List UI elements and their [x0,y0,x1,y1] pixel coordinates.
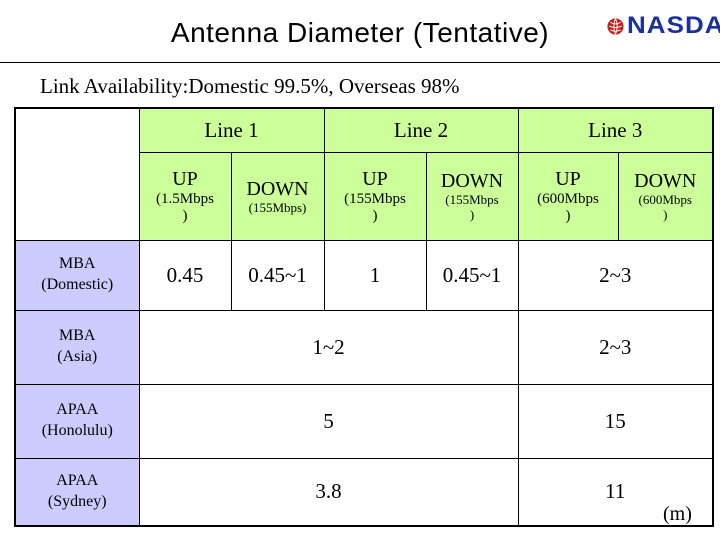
line1-header: Line 1 [138,107,325,153]
line3-down-header: DOWN (600Mbps ) [617,151,714,241]
station-location: (Sydney) [47,492,107,510]
line3-header: Line 3 [517,107,714,153]
cell-honolulu-line3: 15 [517,383,714,459]
title-divider [0,62,720,63]
direction-label: UP [172,167,198,190]
row-label-apaa-sydney: APAA (Sydney) [14,457,140,527]
line1-up-header: UP (1.5Mbps ) [138,151,232,241]
corner-cell [14,107,140,241]
link-availability-text: Link Availability:Domestic 99.5%, Overse… [40,74,460,98]
rate-label-close: ) [663,207,668,222]
cell-honolulu-line12: 5 [138,383,519,459]
line2-header: Line 2 [323,107,519,153]
rate-label: (155Mbps) [248,199,307,215]
row-label-mba-asia: MBA (Asia) [14,309,140,385]
cell-domestic-line2-down: 0.45~1 [425,239,519,311]
rate-label: (155Mbps [344,190,406,207]
cell-sydney-line3: 11 [517,457,714,527]
direction-label: DOWN [440,170,504,193]
direction-label: DOWN [246,177,309,200]
rate-label: (600Mbps [638,192,692,208]
line1-down-header: DOWN (155Mbps) [230,151,325,241]
line-header-row: Line 1 Line 2 Line 3 [14,107,714,241]
station-name: APAA [56,401,99,419]
station-name: MBA [59,255,96,273]
station-name: MBA [59,327,96,345]
row-label-mba-domestic: MBA (Domestic) [14,239,140,311]
antenna-diameter-table: Line 1 Line 2 Line 3 UP (1.5Mbps ) DOWN … [14,107,714,527]
line3-up-header: UP (600Mbps ) [517,151,619,241]
cell-domestic-line3: 2~3 [517,239,714,311]
rate-label-close: ) [182,208,188,224]
rate-label: (1.5Mbps [156,190,214,207]
station-location: (Domestic) [41,276,114,293]
rate-label-close: ) [469,207,475,222]
page-title: Antenna Diameter (Tentative) [170,17,550,48]
globe-icon [607,17,624,35]
line2-up-header: UP (155Mbps ) [323,151,427,241]
cell-asia-line3: 2~3 [517,309,714,385]
unit-label: (m) [663,503,692,525]
table-row-apaa-honolulu: APAA (Honolulu) 5 15 [14,383,714,459]
station-location: (Honolulu) [41,422,113,439]
cell-asia-line12: 1~2 [138,309,519,385]
table-row-apaa-sydney: APAA (Sydney) 3.8 11 [14,457,714,527]
cell-domestic-line1-up: 0.45 [138,239,232,311]
rate-label-close: ) [565,208,571,224]
direction-label: UP [362,167,388,190]
nasda-wordmark: NASDA [626,12,720,39]
direction-label: UP [555,167,581,190]
rate-label-close: ) [372,208,378,224]
rate-label: (155Mbps [445,192,499,208]
station-location: (Asia) [57,348,98,365]
table-row-mba-asia: MBA (Asia) 1~2 2~3 [14,309,714,385]
rate-label: (600Mbps [537,190,599,207]
table-row-mba-domestic: MBA (Domestic) 0.45 0.45~1 1 0.45~1 2~3 [14,239,714,311]
direction-label: DOWN [634,170,697,193]
row-label-apaa-honolulu: APAA (Honolulu) [14,383,140,459]
cell-sydney-line12: 3.8 [138,457,519,527]
cell-domestic-line2-up: 1 [323,239,427,311]
station-name: APAA [56,471,99,489]
cell-domestic-line1-down: 0.45~1 [230,239,325,311]
subheader-row: UP (1.5Mbps ) DOWN (155Mbps) UP (155Mbps… [15,151,714,241]
nasda-logo: NASDA [607,12,720,40]
line2-down-header: DOWN (155Mbps ) [425,151,519,241]
